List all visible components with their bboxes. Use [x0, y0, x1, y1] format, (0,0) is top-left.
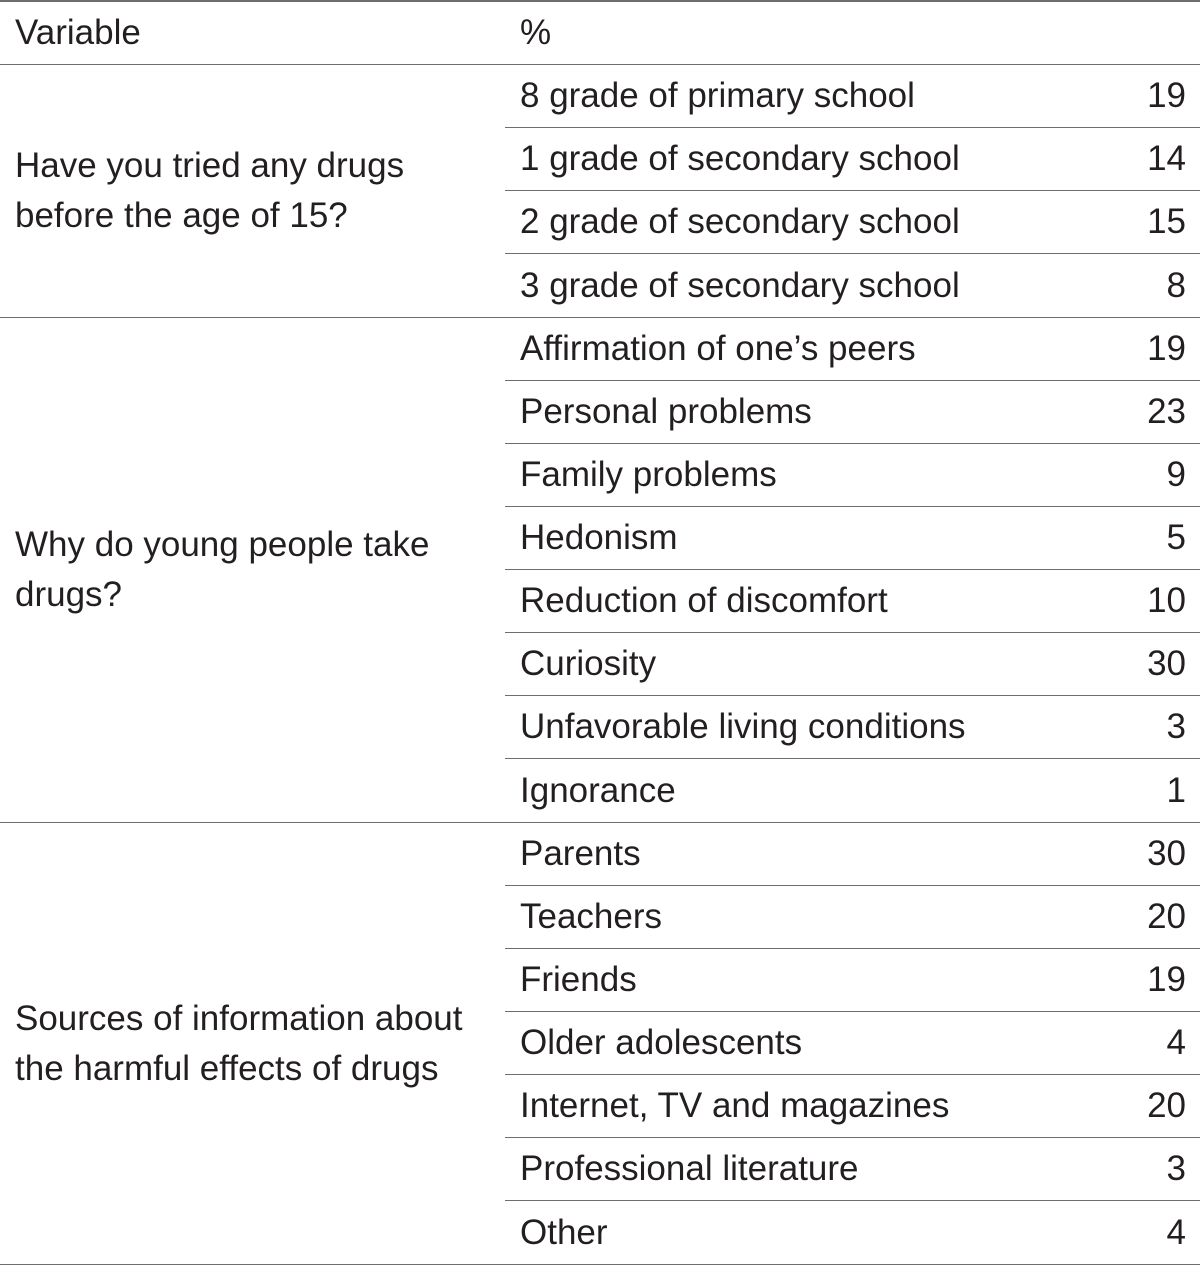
table-row: 1 grade of secondary school 14 [505, 128, 1200, 191]
row-value: 20 [1147, 897, 1186, 936]
table-row: 2 grade of secondary school 15 [505, 191, 1200, 254]
row-value: 3 [1166, 707, 1186, 746]
row-value: 20 [1147, 1086, 1186, 1125]
table-row: Curiosity 30 [505, 633, 1200, 696]
table-group-drugs-before-15: Have you tried any drugs before the age … [0, 65, 1200, 318]
row-value: 30 [1147, 834, 1186, 873]
row-value: 4 [1166, 1212, 1186, 1252]
table-row: 8 grade of primary school 19 [505, 65, 1200, 128]
group-items: Parents 30 Teachers 20 Friends 19 Older … [505, 823, 1200, 1264]
row-value: 15 [1147, 202, 1186, 241]
variable-cell: Have you tried any drugs before the age … [15, 146, 405, 235]
row-label: Hedonism [520, 518, 678, 557]
table-row: Older adolescents 4 [505, 1012, 1200, 1075]
table-row: Family problems 9 [505, 444, 1200, 507]
row-label: Parents [520, 834, 641, 873]
group-items: 8 grade of primary school 19 1 grade of … [505, 65, 1200, 317]
row-label: 2 grade of secondary school [520, 202, 960, 241]
table-group-why-take-drugs: Why do young people take drugs? Affirmat… [0, 318, 1200, 823]
row-value: 19 [1147, 76, 1186, 115]
row-value: 19 [1147, 960, 1186, 999]
row-label: 3 grade of secondary school [520, 265, 960, 305]
table-row: Reduction of discomfort 10 [505, 570, 1200, 633]
row-label: Ignorance [520, 770, 676, 810]
column-header-percent: % [520, 13, 552, 52]
row-value: 5 [1166, 518, 1186, 557]
row-label: Older adolescents [520, 1023, 803, 1062]
table-row: Teachers 20 [505, 886, 1200, 949]
table-row: Ignorance 1 [505, 759, 1200, 822]
row-label: Friends [520, 960, 637, 999]
row-value: 4 [1166, 1023, 1186, 1062]
variable-cell: Why do young people take drugs? [15, 525, 430, 614]
variable-cell: Sources of information about the harmful… [15, 998, 463, 1088]
row-label: Professional literature [520, 1149, 859, 1188]
table-row: Personal problems 23 [505, 381, 1200, 444]
row-value: 19 [1147, 329, 1186, 368]
table-row: Unfavorable living conditions 3 [505, 696, 1200, 759]
table-row: Hedonism 5 [505, 507, 1200, 570]
top-rule [0, 0, 1200, 2]
row-label: Unfavorable living conditions [520, 707, 966, 746]
table-row: 3 grade of secondary school 8 [505, 254, 1200, 317]
table-row: Parents 30 [505, 823, 1200, 886]
table-header-row: Variable % [0, 2, 1200, 65]
table-row: Professional literature 3 [505, 1138, 1200, 1201]
row-label: Personal problems [520, 392, 812, 431]
row-label: Affirmation of one’s peers [520, 329, 916, 368]
row-value: 23 [1147, 392, 1186, 431]
row-label: 1 grade of secondary school [520, 139, 960, 178]
row-label: Other [520, 1212, 608, 1252]
row-value: 14 [1147, 139, 1186, 178]
table-row: Affirmation of one’s peers 19 [505, 318, 1200, 381]
row-value: 9 [1166, 455, 1186, 494]
row-label: Internet, TV and magazines [520, 1086, 950, 1125]
column-header-variable: Variable [15, 13, 141, 52]
group-items: Affirmation of one’s peers 19 Personal p… [505, 318, 1200, 822]
table-group-information-sources: Sources of information about the harmful… [0, 823, 1200, 1265]
row-value: 10 [1147, 581, 1186, 620]
row-value: 1 [1166, 770, 1186, 810]
table-row: Friends 19 [505, 949, 1200, 1012]
row-label: 8 grade of primary school [520, 76, 915, 115]
row-label: Curiosity [520, 644, 657, 683]
row-value: 3 [1166, 1149, 1186, 1188]
row-label: Teachers [520, 897, 663, 936]
table-row: Internet, TV and magazines 20 [505, 1075, 1200, 1138]
row-value: 30 [1147, 644, 1186, 683]
table-row: Other 4 [505, 1201, 1200, 1264]
row-value: 8 [1166, 265, 1186, 305]
row-label: Reduction of discomfort [520, 581, 888, 620]
row-label: Family problems [520, 455, 777, 494]
